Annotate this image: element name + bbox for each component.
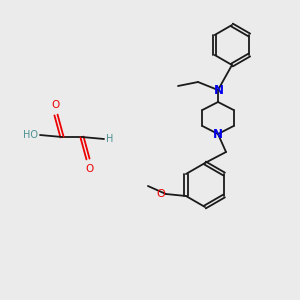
Text: O: O	[51, 100, 59, 110]
Text: N: N	[214, 83, 224, 97]
Text: N: N	[213, 128, 223, 140]
Text: H: H	[106, 134, 113, 144]
Text: O: O	[156, 189, 165, 199]
Text: HO: HO	[23, 130, 38, 140]
Text: O: O	[85, 164, 93, 174]
